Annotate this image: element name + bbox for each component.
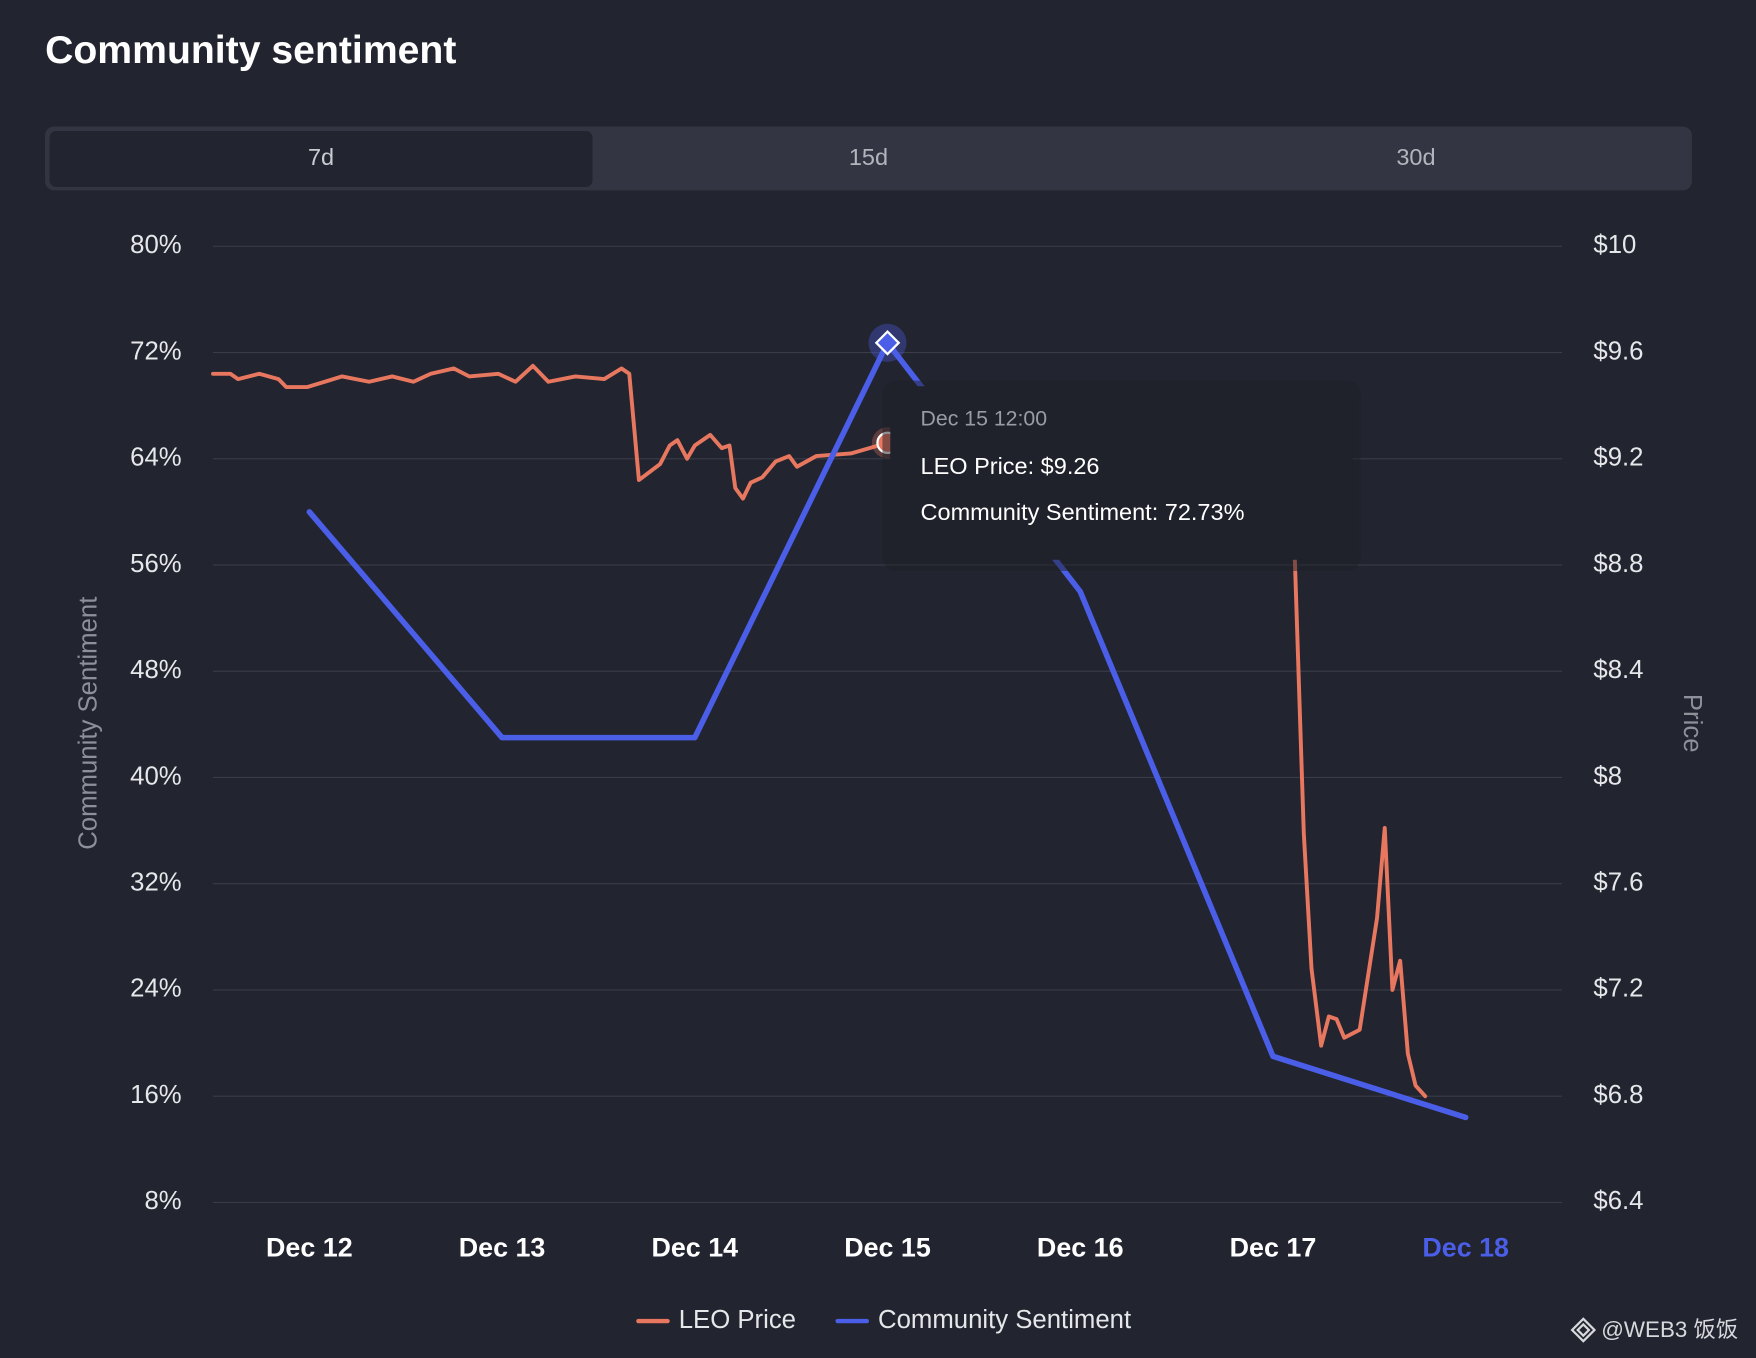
tooltip-line: Community Sentiment: 72.73% — [921, 499, 1245, 525]
y2-tick-label: $7.2 — [1593, 975, 1643, 1003]
series-line — [211, 363, 1428, 1099]
y-axis-label: Community Sentiment — [75, 597, 103, 850]
y2-tick-label: $9.6 — [1593, 337, 1643, 365]
y-tick-label: 24% — [130, 975, 182, 1003]
x-tick-label: Dec 12 — [266, 1232, 353, 1262]
x-tick-label: Dec 16 — [1037, 1232, 1124, 1262]
watermark: @WEB3 饭饭 — [1601, 1317, 1738, 1342]
chart-title: Community sentiment — [45, 29, 456, 72]
tab-selected[interactable] — [49, 130, 593, 187]
x-tick-label: Dec 15 — [844, 1232, 931, 1262]
y2-tick-label: $6.8 — [1593, 1081, 1643, 1109]
tab-label[interactable]: 7d — [308, 144, 334, 170]
x-tick-label: Dec 13 — [459, 1232, 546, 1262]
y2-tick-label: $8.4 — [1593, 656, 1643, 684]
x-tick-label: Dec 14 — [651, 1232, 738, 1262]
y-tick-label: 40% — [130, 762, 182, 790]
y2-tick-label: $9.2 — [1593, 444, 1643, 472]
y2-tick-label: $8 — [1593, 762, 1622, 790]
y-tick-label: 80% — [130, 231, 182, 259]
legend-label: LEO Price — [679, 1306, 796, 1334]
y2-tick-label: $8.8 — [1593, 550, 1643, 578]
tooltip-title: Dec 15 12:00 — [921, 406, 1048, 430]
y-tick-label: 32% — [130, 868, 182, 896]
tooltip-line: LEO Price: $9.26 — [921, 453, 1100, 479]
y-tick-label: 64% — [130, 444, 182, 472]
y-tick-label: 72% — [130, 337, 182, 365]
y-tick-label: 8% — [144, 1187, 181, 1215]
hover-point — [874, 330, 901, 356]
x-tick-label: Dec 18 — [1422, 1232, 1509, 1262]
y-tick-label: 56% — [130, 550, 182, 578]
y-tick-label: 16% — [130, 1081, 182, 1109]
watermark-icon — [1570, 1317, 1597, 1343]
y2-tick-label: $10 — [1593, 231, 1636, 259]
tab-label[interactable]: 15d — [849, 144, 888, 170]
x-tick-label: Dec 17 — [1230, 1232, 1317, 1262]
legend-label: Community Sentiment — [878, 1306, 1131, 1334]
tab-label[interactable]: 30d — [1396, 144, 1435, 170]
y2-axis-label: Price — [1678, 694, 1706, 753]
y-tick-label: 48% — [130, 656, 182, 684]
y2-tick-label: $7.6 — [1593, 868, 1643, 896]
y2-tick-label: $6.4 — [1593, 1187, 1643, 1215]
tooltip — [890, 386, 1353, 560]
